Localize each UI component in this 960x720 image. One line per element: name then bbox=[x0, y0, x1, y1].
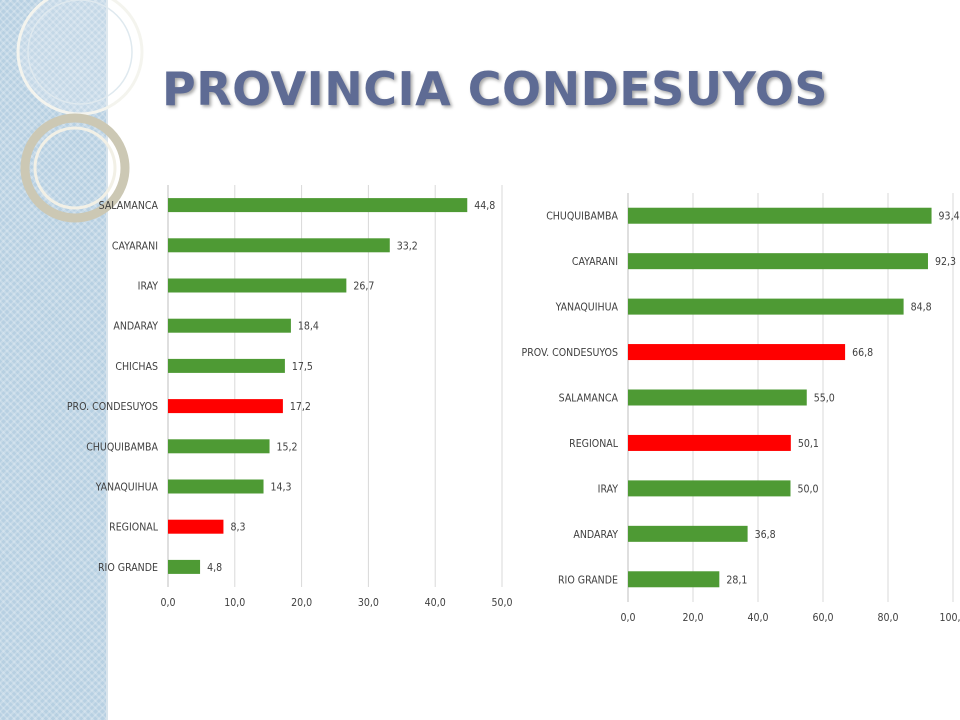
data-label: 17,5 bbox=[292, 361, 313, 373]
bar bbox=[628, 525, 748, 542]
bar bbox=[168, 559, 201, 574]
category-label: IRAY bbox=[598, 483, 619, 495]
category-label: RIO GRANDE bbox=[98, 562, 158, 574]
bar bbox=[628, 389, 807, 406]
category-label: PROV. CONDESUYOS bbox=[522, 347, 619, 359]
data-label: 92,3 bbox=[935, 256, 956, 268]
x-tick-label: 30,0 bbox=[358, 597, 379, 609]
data-label: 55,0 bbox=[814, 393, 835, 405]
data-label: 4,8 bbox=[207, 562, 222, 574]
decorative-rings bbox=[16, 0, 144, 223]
category-label: REGIONAL bbox=[569, 438, 619, 450]
category-label: PRO. CONDESUYOS bbox=[67, 401, 158, 413]
bar bbox=[628, 298, 904, 315]
bar bbox=[168, 198, 468, 213]
x-tick-label: 10,0 bbox=[224, 597, 245, 609]
bar bbox=[168, 278, 347, 293]
x-tick-label: 20,0 bbox=[291, 597, 312, 609]
category-label: ANDARAY bbox=[573, 529, 618, 541]
data-label: 36,8 bbox=[755, 529, 776, 541]
x-tick-label: 100,0 bbox=[939, 612, 960, 624]
bar bbox=[628, 571, 720, 588]
x-tick-label: 40,0 bbox=[747, 612, 768, 624]
category-label: SALAMANCA bbox=[559, 393, 619, 405]
category-label: CAYARANI bbox=[572, 256, 618, 268]
category-label: YANAQUIHUA bbox=[95, 482, 159, 494]
category-label: CHUQUIBAMBA bbox=[86, 441, 158, 453]
category-label: CHUQUIBAMBA bbox=[546, 211, 618, 223]
slide-title: PROVINCIA CONDESUYOS bbox=[162, 62, 829, 116]
data-label: 18,4 bbox=[298, 321, 319, 333]
x-tick-label: 50,0 bbox=[491, 597, 512, 609]
bar bbox=[168, 519, 224, 534]
data-label: 44,8 bbox=[474, 200, 495, 212]
bar bbox=[168, 318, 291, 333]
bar bbox=[168, 399, 283, 414]
bar bbox=[168, 358, 285, 373]
data-label: 15,2 bbox=[277, 441, 298, 453]
x-tick-label: 80,0 bbox=[877, 612, 898, 624]
bar bbox=[628, 434, 791, 451]
chart-right-bar-chart: 0,0 20,0 40,0 60,0 80,0 100,0 CHUQUIBAMBA 93,4 C… bbox=[522, 193, 960, 624]
data-label: 26,7 bbox=[353, 281, 374, 293]
x-tick-label: 20,0 bbox=[682, 612, 703, 624]
data-label: 66,8 bbox=[852, 347, 873, 359]
bar bbox=[168, 479, 264, 494]
category-label: YANAQUIHUA bbox=[555, 302, 619, 314]
data-label: 33,2 bbox=[397, 240, 418, 252]
x-tick-label: 0,0 bbox=[620, 612, 635, 624]
data-label: 93,4 bbox=[939, 211, 960, 223]
data-label: 50,1 bbox=[798, 438, 819, 450]
data-label: 84,8 bbox=[911, 302, 932, 314]
category-label: CAYARANI bbox=[112, 240, 158, 252]
bar bbox=[628, 344, 846, 361]
category-label: CHICHAS bbox=[115, 361, 158, 373]
x-tick-label: 0,0 bbox=[160, 597, 175, 609]
data-label: 8,3 bbox=[230, 522, 245, 534]
bar bbox=[168, 439, 270, 454]
category-label: REGIONAL bbox=[109, 522, 159, 534]
chart-left-bar-chart: 0,0 10,0 20,0 30,0 40,0 50,0 SALAMANCA 44,8 CAYA… bbox=[67, 185, 513, 609]
bar bbox=[628, 207, 932, 224]
data-label: 50,0 bbox=[798, 483, 819, 495]
x-tick-label: 40,0 bbox=[425, 597, 446, 609]
bar bbox=[628, 480, 791, 497]
bar bbox=[168, 238, 390, 253]
category-label: SALAMANCA bbox=[99, 200, 159, 212]
category-label: IRAY bbox=[138, 281, 159, 293]
category-label: RIO GRANDE bbox=[558, 574, 618, 586]
bar bbox=[628, 253, 928, 270]
data-label: 17,2 bbox=[290, 401, 311, 413]
x-tick-label: 60,0 bbox=[812, 612, 833, 624]
data-label: 28,1 bbox=[726, 574, 747, 586]
category-label: ANDARAY bbox=[113, 321, 158, 333]
data-label: 14,3 bbox=[271, 482, 292, 494]
